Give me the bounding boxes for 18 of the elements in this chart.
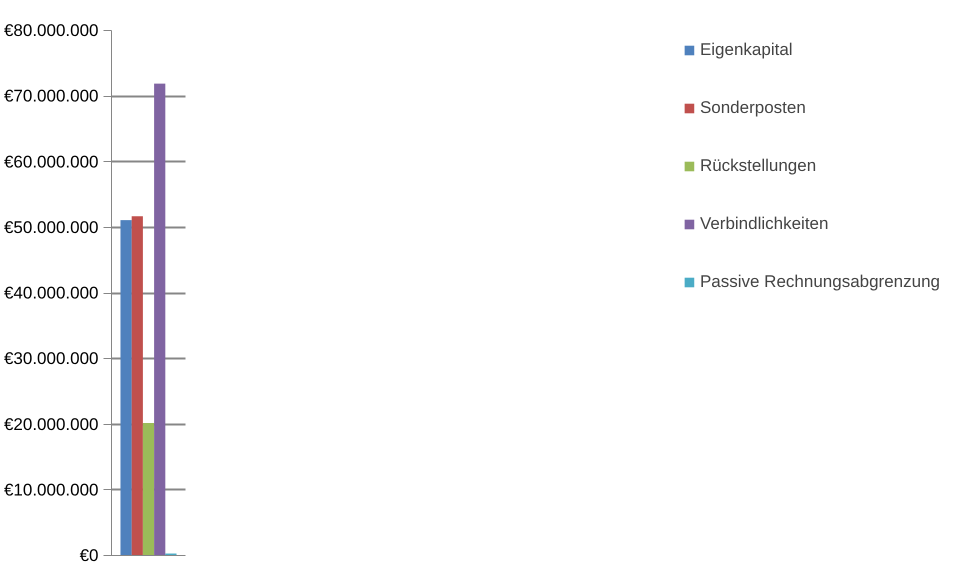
y-tick-label: €50.000.000 [4, 218, 99, 237]
y-tick-label: €70.000.000 [4, 86, 99, 106]
bar [154, 84, 166, 556]
bar [142, 422, 154, 556]
y-tick-label: €20.000.000 [4, 414, 99, 434]
y-tick-label: €0 [80, 546, 99, 565]
bar [132, 216, 143, 556]
legend-label: Sonderposten [700, 98, 806, 118]
y-tick-label: €10.000.000 [4, 480, 99, 500]
legend-label: Eigenkapital [700, 40, 793, 60]
bar [120, 220, 132, 556]
y-tick-label: €30.000.000 [4, 349, 99, 368]
legend-label: Verbindlichkeiten [700, 214, 828, 234]
legend-label: Rückstellungen [700, 156, 816, 176]
y-tick-label: €40.000.000 [4, 284, 99, 302]
y-tick-label: €60.000.000 [4, 152, 99, 172]
y-tick-label: €80.000.000 [4, 21, 99, 40]
legend-label: Passive Rechnungsabgrenzung [700, 272, 940, 292]
